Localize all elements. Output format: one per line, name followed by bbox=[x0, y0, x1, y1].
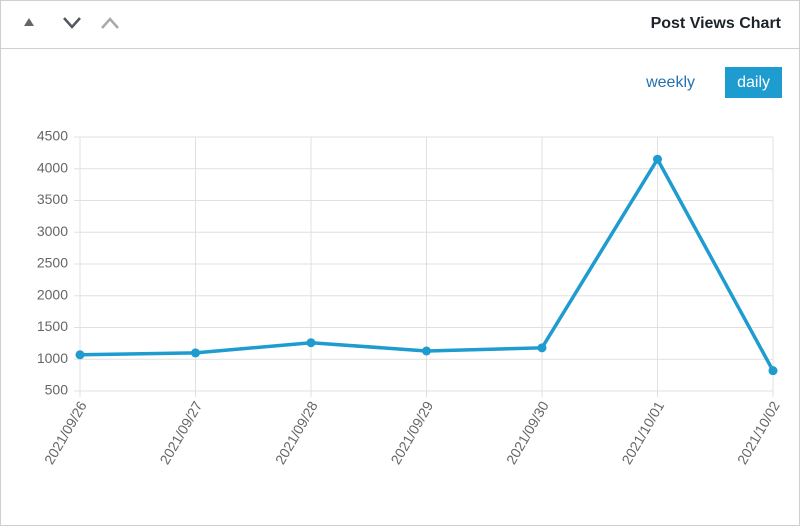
x-tick-label: 2021/09/29 bbox=[387, 398, 436, 467]
chart: 500 1000 1500 2000 2500 3000 3500 4000 4500 2021/… bbox=[37, 128, 783, 467]
weekly-button[interactable]: weekly bbox=[646, 74, 695, 91]
move-up-icon[interactable] bbox=[24, 18, 34, 26]
point bbox=[191, 348, 200, 358]
x-tick-label: 2021/09/26 bbox=[41, 398, 90, 467]
point bbox=[75, 350, 85, 360]
x-tick-label: 2021/10/02 bbox=[734, 398, 783, 467]
x-tick-label: 2021/09/27 bbox=[156, 398, 205, 467]
widget-title: Post Views Chart bbox=[650, 15, 781, 32]
collapse-icon[interactable] bbox=[101, 17, 119, 29]
y-tick-label: 3000 bbox=[37, 223, 68, 239]
y-tick-label: 1500 bbox=[37, 318, 68, 334]
point bbox=[653, 154, 662, 164]
header-icons bbox=[24, 17, 119, 29]
y-tick-label: 500 bbox=[45, 382, 69, 398]
widget-header: Post Views Chart bbox=[1, 1, 799, 49]
y-tick-label: 4000 bbox=[37, 159, 68, 175]
point bbox=[768, 366, 778, 376]
y-tick-label: 1000 bbox=[37, 350, 68, 366]
point bbox=[537, 343, 547, 353]
move-down-icon[interactable] bbox=[63, 17, 81, 29]
y-tick-label: 3500 bbox=[37, 191, 68, 207]
x-tick-label: 2021/10/01 bbox=[618, 398, 667, 467]
point bbox=[422, 346, 431, 356]
y-tick-label: 2000 bbox=[37, 286, 68, 302]
point bbox=[306, 338, 316, 348]
y-tick-label: 2500 bbox=[37, 255, 68, 271]
x-tick-label: 2021/09/30 bbox=[503, 398, 552, 467]
x-tick-label: 2021/09/28 bbox=[272, 398, 321, 467]
y-tick-label: 4500 bbox=[37, 128, 68, 144]
daily-button[interactable]: daily bbox=[725, 67, 782, 98]
